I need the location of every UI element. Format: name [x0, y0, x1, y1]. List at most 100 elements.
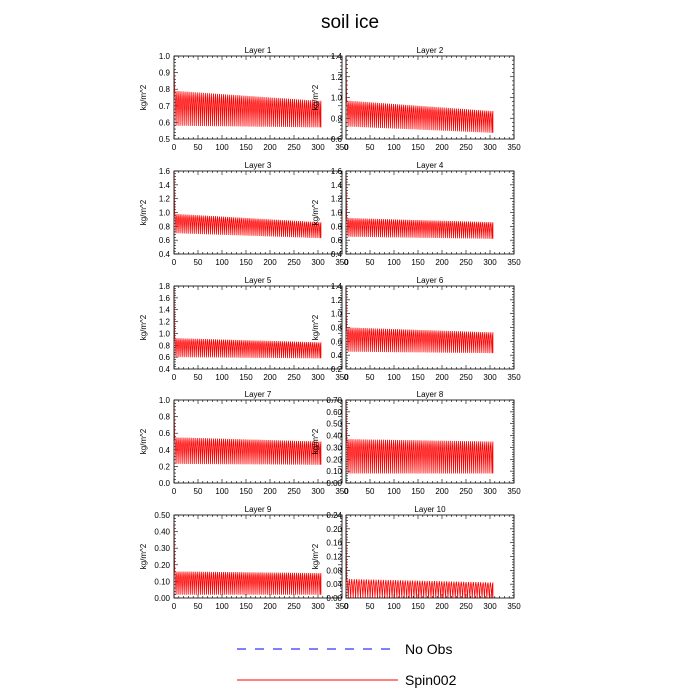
x-tick-label: 50 — [366, 258, 375, 267]
panel-title: Layer 4 — [417, 161, 444, 170]
x-tick-label: 350 — [507, 487, 521, 496]
series-spin002-line — [173, 288, 322, 359]
y-tick-label: 0.8 — [331, 222, 343, 231]
x-tick-label: 200 — [263, 143, 277, 152]
plot-frame — [173, 55, 343, 140]
x-tick-label: 350 — [507, 143, 521, 152]
y-tick-label: 0.30 — [154, 544, 170, 553]
x-tick-label: 150 — [239, 373, 253, 382]
y-tick-label: 0.2 — [331, 365, 343, 374]
x-tick-label: 300 — [311, 487, 325, 496]
panel-title: Layer 5 — [245, 276, 272, 285]
y-tick-label: 0.04 — [326, 580, 342, 589]
y-tick-label: 1.8 — [159, 282, 171, 291]
x-tick-label: 250 — [287, 602, 301, 611]
series-spin002-line — [345, 58, 494, 133]
x-tick-label: 50 — [366, 373, 375, 382]
chart-title: soil ice — [321, 12, 379, 33]
x-tick-label: 250 — [287, 258, 301, 267]
x-tick-label: 100 — [215, 373, 229, 382]
x-tick-label: 250 — [459, 487, 473, 496]
x-tick-label: 100 — [215, 602, 229, 611]
y-tick-label: 1.2 — [331, 195, 343, 204]
panel-title: Layer 1 — [245, 46, 272, 55]
series-spin002-line — [345, 172, 494, 239]
y-tick-label: 1.0 — [331, 310, 343, 319]
panel-layer-1: Layer 1 kg/m^2 0 50 100 150 200 250 300 350 0.5 0.6… — [139, 46, 349, 152]
y-tick-label: 0.5 — [159, 135, 171, 144]
x-tick-label: 200 — [435, 258, 449, 267]
panel-title: Layer 9 — [245, 505, 272, 514]
x-tick-label: 150 — [239, 143, 253, 152]
y-tick-label: 0.10 — [326, 467, 342, 476]
x-tick-label: 200 — [263, 487, 277, 496]
x-tick-label: 100 — [215, 487, 229, 496]
x-tick-label: 100 — [215, 258, 229, 267]
y-tick-label: 1.0 — [331, 209, 343, 218]
x-tick-label: 50 — [194, 602, 203, 611]
x-tick-label: 150 — [411, 373, 425, 382]
plot-frame — [345, 285, 515, 370]
panel-layer-4: Layer 4kg/m^20 50 100 150 200 250 300 3500.40.6… — [311, 161, 521, 267]
x-tick-label: 250 — [459, 373, 473, 382]
x-tick-label: 0 — [344, 143, 349, 152]
y-tick-label: 0.4 — [159, 250, 171, 259]
y-tick-label: 0.6 — [159, 236, 171, 245]
x-tick-label: 250 — [287, 373, 301, 382]
x-tick-label: 350 — [335, 373, 349, 382]
y-tick-label: 0.00 — [326, 479, 342, 488]
y-tick-label: 0.20 — [326, 525, 342, 534]
y-tick-label: 0.4 — [159, 446, 171, 455]
y-tick-label: 0.4 — [159, 365, 171, 374]
x-tick-label: 100 — [387, 487, 401, 496]
x-tick-label: 300 — [311, 602, 325, 611]
y-tick-label: 1.4 — [331, 282, 343, 291]
y-tick-label: 1.0 — [159, 329, 171, 338]
series-spin002-line — [345, 402, 494, 474]
x-tick-label: 250 — [459, 602, 473, 611]
y-axis-label: kg/m^2 — [311, 84, 320, 110]
plot-frame — [173, 170, 343, 255]
y-tick-label: 0.40 — [326, 432, 342, 441]
panel-layer-3: Layer 3kg/m^20 50 100 150 200 250 300 3500.40.6… — [139, 161, 349, 267]
x-tick-label: 0 — [172, 143, 177, 152]
x-tick-label: 300 — [483, 487, 497, 496]
x-tick-label: 300 — [483, 602, 497, 611]
x-tick-label: 350 — [507, 373, 521, 382]
y-tick-label: 0.6 — [159, 353, 171, 362]
y-tick-label: 0.9 — [159, 69, 171, 78]
x-tick-label: 150 — [411, 143, 425, 152]
x-tick-label: 200 — [435, 487, 449, 496]
y-tick-label: 0.00 — [154, 594, 170, 603]
legend-label-spin002: Spin002 — [405, 672, 457, 688]
y-tick-label: 1.6 — [331, 167, 343, 176]
x-tick-label: 0 — [172, 258, 177, 267]
panel-layer-7: Layer 7 kg/m^2 0 50 100 150 200 250 300 350 0.0 0.2… — [139, 390, 349, 496]
series-spin002-line — [173, 172, 322, 239]
y-tick-label: 0.6 — [331, 135, 343, 144]
y-axis-label: kg/m^2 — [139, 543, 148, 569]
x-tick-label: 150 — [239, 487, 253, 496]
y-tick-label: 0.20 — [326, 455, 342, 464]
x-tick-label: 50 — [194, 258, 203, 267]
series-spin002-line — [173, 523, 322, 595]
y-tick-label: 0.7 — [159, 102, 171, 111]
y-tick-label: 0.08 — [326, 566, 342, 575]
y-tick-label: 0.8 — [331, 324, 343, 333]
y-tick-label: 0.12 — [326, 553, 342, 562]
plot-frame — [345, 514, 515, 599]
y-tick-label: 0.8 — [331, 114, 343, 123]
y-tick-label: 1.4 — [159, 306, 171, 315]
plot-frame — [345, 170, 515, 255]
x-tick-label: 0 — [172, 487, 177, 496]
y-tick-label: 0.6 — [159, 429, 171, 438]
x-tick-label: 150 — [411, 487, 425, 496]
x-tick-label: 300 — [483, 258, 497, 267]
series-spin002-line — [345, 518, 494, 599]
x-tick-label: 350 — [335, 487, 349, 496]
y-tick-label: 0.10 — [154, 577, 170, 586]
series-spin002-line — [345, 289, 494, 354]
y-tick-label: 1.0 — [331, 94, 343, 103]
